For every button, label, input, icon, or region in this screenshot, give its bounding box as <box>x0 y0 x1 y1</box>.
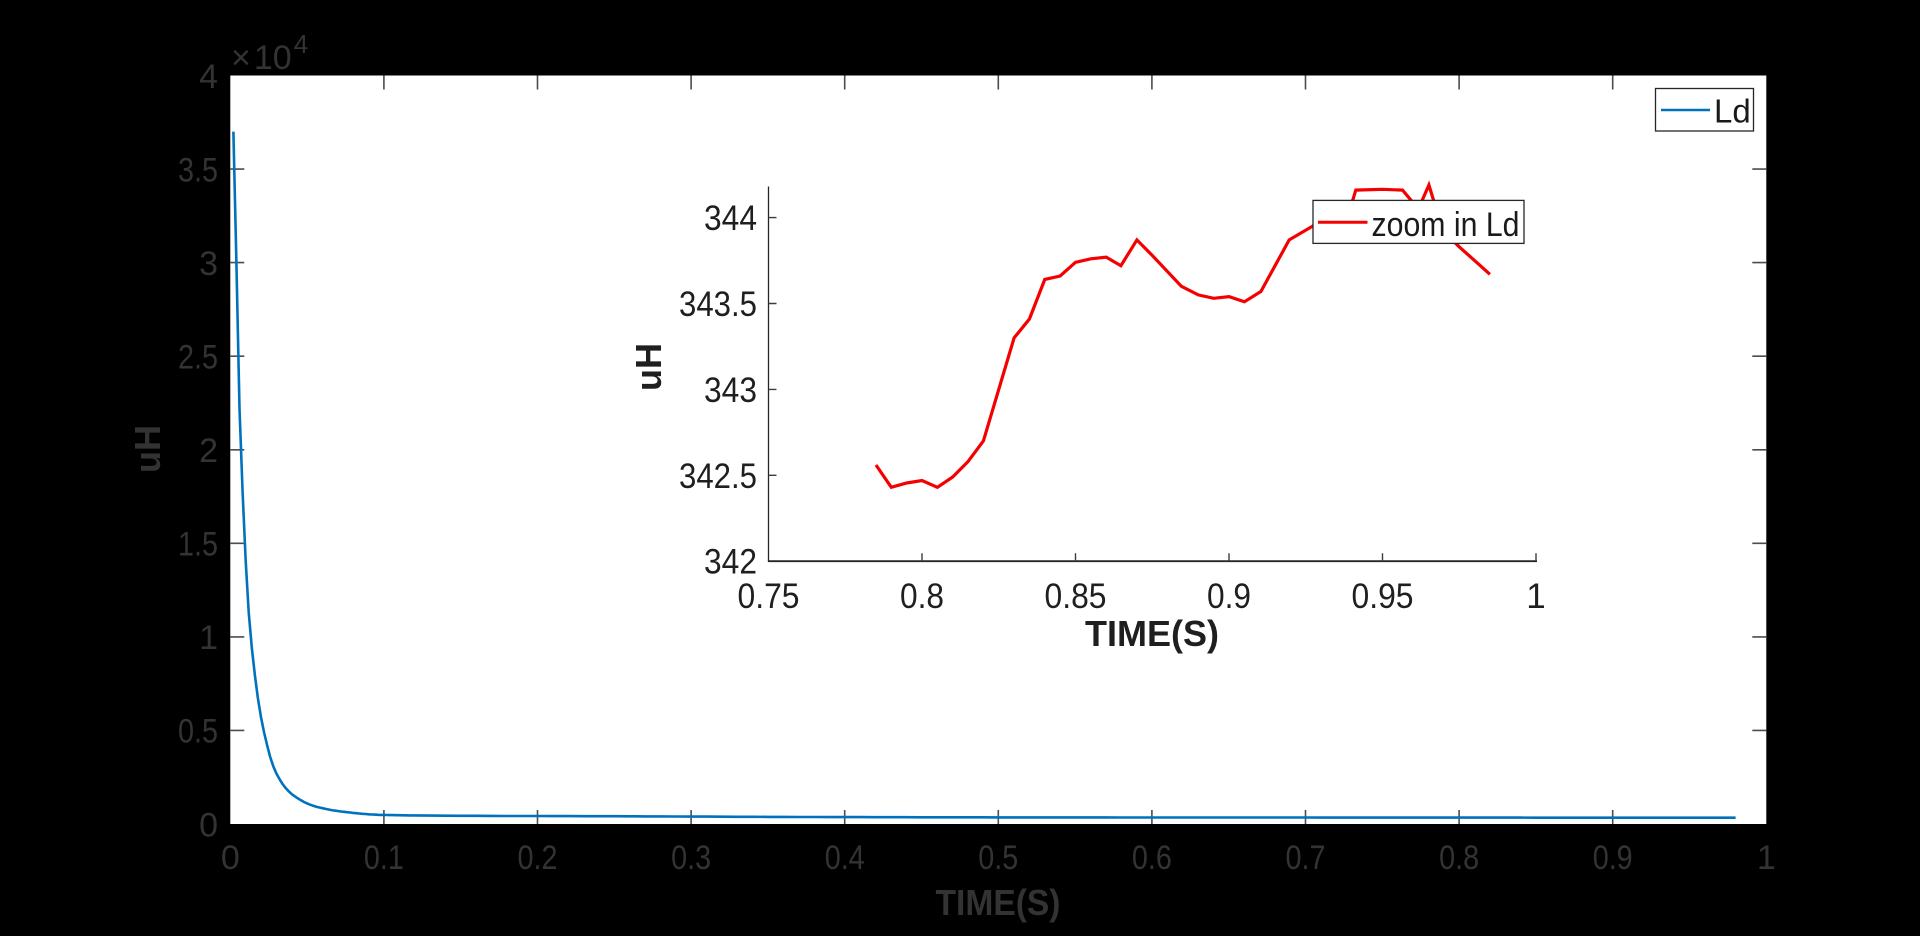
svg-text:344: 344 <box>704 199 757 238</box>
svg-text:343: 343 <box>704 371 757 410</box>
svg-text:0.95: 0.95 <box>1352 577 1414 616</box>
svg-text:uH: uH <box>628 343 669 391</box>
svg-text:4: 4 <box>199 58 218 96</box>
svg-text:342.5: 342.5 <box>679 457 757 496</box>
svg-text:2: 2 <box>199 432 218 470</box>
svg-text:0.85: 0.85 <box>1045 577 1107 616</box>
svg-text:uH: uH <box>127 425 168 473</box>
svg-text:0.8: 0.8 <box>900 577 944 616</box>
svg-text:1: 1 <box>1757 839 1776 877</box>
svg-text:3: 3 <box>199 245 218 283</box>
svg-text:0.6: 0.6 <box>1132 839 1172 877</box>
svg-text:0.75: 0.75 <box>738 577 800 616</box>
svg-text:0.9: 0.9 <box>1593 839 1633 877</box>
svg-text:0.5: 0.5 <box>978 839 1018 877</box>
svg-text:0: 0 <box>221 839 240 877</box>
svg-text:0.1: 0.1 <box>364 839 404 877</box>
svg-text:0.7: 0.7 <box>1286 839 1326 877</box>
svg-text:343.5: 343.5 <box>679 285 757 324</box>
svg-text:0: 0 <box>199 806 218 844</box>
svg-text:1.5: 1.5 <box>178 526 218 564</box>
svg-text:1: 1 <box>1526 577 1545 616</box>
svg-text:1: 1 <box>199 619 218 657</box>
svg-text:0.8: 0.8 <box>1439 839 1479 877</box>
svg-text:0.9: 0.9 <box>1207 577 1251 616</box>
svg-text:0.2: 0.2 <box>518 839 558 877</box>
svg-text:0.5: 0.5 <box>178 713 218 751</box>
svg-text:2.5: 2.5 <box>178 339 218 377</box>
svg-text:342: 342 <box>704 543 757 582</box>
svg-text:TIME(S): TIME(S) <box>1085 613 1219 654</box>
svg-text:0.4: 0.4 <box>825 839 865 877</box>
svg-text:0.3: 0.3 <box>671 839 711 877</box>
svg-text:zoom in Ld: zoom in Ld <box>1372 206 1520 244</box>
svg-text:Ld: Ld <box>1714 93 1751 130</box>
svg-text:TIME(S): TIME(S) <box>936 882 1061 923</box>
svg-text:3.5: 3.5 <box>178 151 218 189</box>
